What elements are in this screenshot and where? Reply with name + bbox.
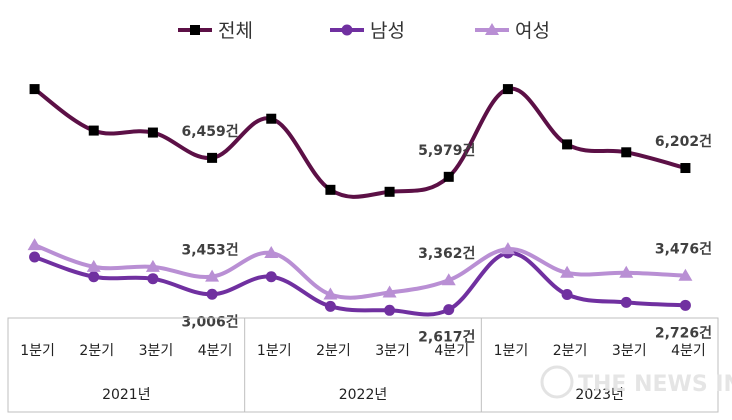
- data-point-0-3: [207, 152, 218, 163]
- year-label-1: 2022년: [339, 387, 388, 403]
- data-point-1-4: [265, 271, 277, 283]
- tick-label-11: 4분기: [671, 343, 706, 359]
- tick-label-3: 4분기: [198, 343, 233, 359]
- data-point-0-8: [502, 84, 513, 95]
- data-point-1-7: [443, 304, 455, 316]
- data-point-2-6: [382, 285, 397, 298]
- tick-label-5: 2분기: [316, 343, 351, 359]
- tick-label-0: 1분기: [20, 343, 55, 359]
- legend-label-1: 남성: [370, 20, 405, 42]
- legend: 전체 남성 여성: [178, 20, 550, 42]
- data-point-2-4: [264, 246, 279, 259]
- data-label-1: 5,979건: [418, 142, 475, 159]
- data-point-1-2: [147, 273, 159, 285]
- data-label-2: 6,202건: [655, 133, 712, 150]
- legend-marker-0: [190, 25, 200, 35]
- category-axis-table: 2021년 2022년 2023년 1분기 2분기 3분기 4분기 1분기 2분기 3분기 4분기 1…: [7, 317, 719, 413]
- legend-marker-2: [485, 23, 499, 35]
- legend-marker-1: [341, 24, 353, 36]
- data-label-3: 3,453건: [181, 242, 238, 259]
- tick-label-1: 2분기: [79, 343, 114, 359]
- data-label-6: 3,006건: [181, 313, 238, 330]
- watermark-logo-icon: [540, 365, 574, 399]
- data-point-2-7: [441, 273, 456, 286]
- data-point-0-7: [443, 171, 454, 182]
- data-labels: 6,459건 5,979건 6,202건 3,453건 3,362건 3,476건 3,00…: [181, 123, 712, 346]
- data-point-0-1: [88, 125, 99, 136]
- data-point-2-2: [145, 259, 160, 272]
- tick-label-2: 3분기: [139, 343, 174, 359]
- year-label-0: 2021년: [102, 387, 151, 403]
- series-lines: [27, 84, 693, 317]
- data-point-2-3: [205, 269, 220, 282]
- series-0: [29, 84, 691, 199]
- tick-label-7: 4분기: [434, 343, 469, 359]
- data-point-0-0: [29, 84, 40, 95]
- data-point-0-4: [266, 113, 277, 124]
- data-label-7: 2,617건: [418, 329, 475, 346]
- legend-label-0: 전체: [218, 20, 253, 42]
- year-label-2: 2023년: [575, 387, 624, 403]
- tick-label-9: 2분기: [553, 343, 588, 359]
- data-point-0-2: [147, 127, 158, 138]
- watermark: THE NEWS IN: [540, 365, 732, 399]
- data-point-0-11: [680, 163, 691, 174]
- watermark-text: THE NEWS IN: [578, 372, 732, 397]
- data-point-1-11: [679, 299, 691, 311]
- data-label-4: 3,362건: [418, 245, 475, 262]
- data-point-1-9: [561, 289, 573, 300]
- data-point-0-6: [384, 186, 395, 197]
- data-label-5: 3,476건: [655, 241, 712, 258]
- data-point-1-5: [324, 300, 336, 312]
- data-point-2-1: [86, 259, 101, 272]
- series-1: [29, 247, 691, 317]
- data-point-1-3: [206, 288, 218, 300]
- data-point-2-10: [619, 265, 634, 278]
- axis-table-border: [7, 317, 719, 413]
- data-point-2-8: [500, 242, 515, 255]
- legend-label-2: 여성: [515, 20, 550, 42]
- series-line-0: [33, 86, 686, 199]
- data-point-2-9: [560, 265, 575, 278]
- data-point-2-5: [323, 287, 338, 300]
- data-point-1-0: [29, 251, 41, 263]
- series-line-1: [33, 251, 686, 317]
- data-point-2-11: [678, 268, 693, 281]
- data-point-0-9: [562, 139, 573, 150]
- tick-label-4: 1분기: [257, 343, 292, 359]
- data-point-2-0: [27, 238, 42, 251]
- tick-label-8: 1분기: [494, 343, 529, 359]
- data-point-1-6: [384, 304, 396, 316]
- data-point-1-1: [88, 271, 100, 283]
- tick-label-6: 3분기: [375, 343, 410, 359]
- data-label-8: 2,726건: [655, 324, 712, 341]
- tick-label-10: 3분기: [612, 343, 647, 359]
- data-point-0-10: [621, 147, 632, 158]
- data-label-0: 6,459건: [181, 123, 238, 140]
- data-point-0-5: [325, 184, 336, 195]
- series-2: [27, 238, 693, 300]
- data-point-1-10: [620, 296, 632, 308]
- series-line-2: [33, 243, 686, 300]
